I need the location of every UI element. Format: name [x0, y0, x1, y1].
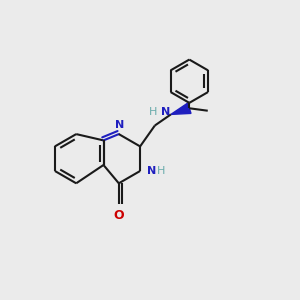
Polygon shape: [171, 103, 191, 114]
Text: H: H: [157, 166, 165, 176]
Text: N: N: [147, 166, 156, 176]
Text: O: O: [113, 209, 124, 222]
Text: N: N: [115, 120, 124, 130]
Text: N: N: [161, 107, 170, 117]
Text: H: H: [149, 107, 158, 117]
